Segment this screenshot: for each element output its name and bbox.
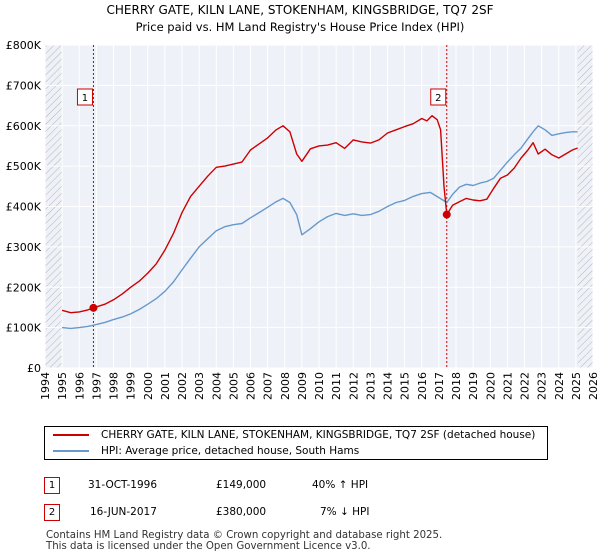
x-tick-label: 2015	[399, 372, 412, 400]
chart-title: CHERRY GATE, KILN LANE, STOKENHAM, KINGS…	[107, 3, 494, 17]
y-tick-label: £300K	[6, 241, 42, 254]
x-tick-label: 1998	[108, 372, 121, 400]
y-tick-label: £600K	[6, 120, 42, 133]
legend: CHERRY GATE, KILN LANE, STOKENHAM, KINGS…	[44, 426, 548, 460]
x-tick-label: 1999	[125, 372, 138, 400]
transaction-date: 16-JUN-2017	[90, 506, 157, 518]
x-tick-label: 1997	[90, 372, 103, 400]
price-chart: CHERRY GATE, KILN LANE, STOKENHAM, KINGS…	[6, 3, 600, 400]
y-tick-label: £0	[27, 362, 41, 375]
transaction-badge: 2	[44, 504, 60, 521]
sale-badge-label: 2	[435, 93, 441, 104]
transaction-price: £149,000	[216, 479, 267, 491]
y-tick-label: £700K	[6, 79, 42, 92]
legend-label-hpi: HPI: Average price, detached house, Sout…	[101, 445, 360, 457]
legend-label-property: CHERRY GATE, KILN LANE, STOKENHAM, KINGS…	[101, 429, 536, 441]
x-tick-label: 2016	[416, 372, 429, 400]
transaction-price: £380,000	[216, 506, 267, 518]
transaction-date: 31-OCT-1996	[88, 479, 157, 491]
x-tick-label: 2007	[262, 372, 275, 400]
footer-copyright: Contains HM Land Registry data © Crown c…	[46, 530, 443, 541]
footer-licence: This data is licensed under the Open Gov…	[46, 541, 371, 552]
legend-swatch-hpi	[53, 450, 89, 452]
x-tick-label: 2000	[142, 372, 155, 400]
x-tick-label: 2025	[570, 372, 583, 400]
transaction-hpi-change: 7% ↓ HPI	[320, 506, 370, 518]
x-tick-label: 2002	[176, 372, 189, 400]
x-tick-label: 2022	[519, 372, 532, 400]
x-tick-label: 2001	[159, 372, 172, 400]
x-tick-label: 2008	[279, 372, 292, 400]
y-tick-label: £100K	[6, 322, 42, 335]
y-tick-label: £200K	[6, 281, 42, 294]
transaction-row: 2 16-JUN-2017 £380,000 7% ↓ HPI	[44, 503, 584, 523]
transaction-hpi-change: 40% ↑ HPI	[312, 479, 369, 491]
x-tick-label: 2014	[382, 372, 395, 400]
x-tick-label: 2023	[536, 372, 549, 400]
hpi-line	[62, 125, 578, 330]
x-tick-label: 2020	[484, 372, 497, 400]
legend-item-property: CHERRY GATE, KILN LANE, STOKENHAM, KINGS…	[53, 427, 535, 443]
x-tick-label: 1996	[73, 372, 86, 400]
y-tick-label: £800K	[6, 39, 42, 52]
sale-point	[442, 210, 451, 219]
sale-badge-label: 1	[82, 93, 88, 104]
x-tick-label: 2010	[313, 372, 326, 400]
x-tick-label: 1995	[56, 372, 69, 400]
x-tick-label: 2013	[364, 372, 377, 400]
x-tick-label: 2004	[210, 372, 223, 400]
sale-point	[89, 303, 98, 312]
transaction-badge: 1	[44, 477, 60, 494]
y-tick-label: £400K	[6, 201, 42, 214]
chart-subtitle: Price paid vs. HM Land Registry's House …	[136, 20, 465, 34]
x-tick-label: 2018	[450, 372, 463, 400]
x-tick-label: 2017	[433, 372, 446, 400]
x-tick-label: 2026	[587, 372, 600, 400]
x-tick-label: 2021	[501, 372, 514, 400]
legend-swatch-property	[53, 434, 89, 436]
x-tick-label: 2024	[553, 372, 566, 400]
x-tick-label: 2003	[193, 372, 206, 400]
y-tick-label: £500K	[6, 160, 42, 173]
footer: Contains HM Land Registry data © Crown c…	[46, 530, 442, 552]
sale-badge	[430, 88, 447, 106]
x-tick-label: 2009	[296, 372, 309, 400]
x-tick-label: 2006	[245, 372, 258, 400]
x-tick-label: 2019	[467, 372, 480, 400]
x-tick-label: 1994	[39, 372, 52, 400]
transaction-row: 1 31-OCT-1996 £149,000 40% ↑ HPI	[44, 476, 584, 496]
property-price-line	[61, 114, 578, 314]
x-tick-label: 2012	[347, 372, 360, 400]
x-tick-label: 2011	[330, 372, 343, 400]
x-tick-label: 2005	[227, 372, 240, 400]
legend-item-hpi: HPI: Average price, detached house, Sout…	[53, 443, 359, 459]
sale-badge	[76, 88, 93, 106]
